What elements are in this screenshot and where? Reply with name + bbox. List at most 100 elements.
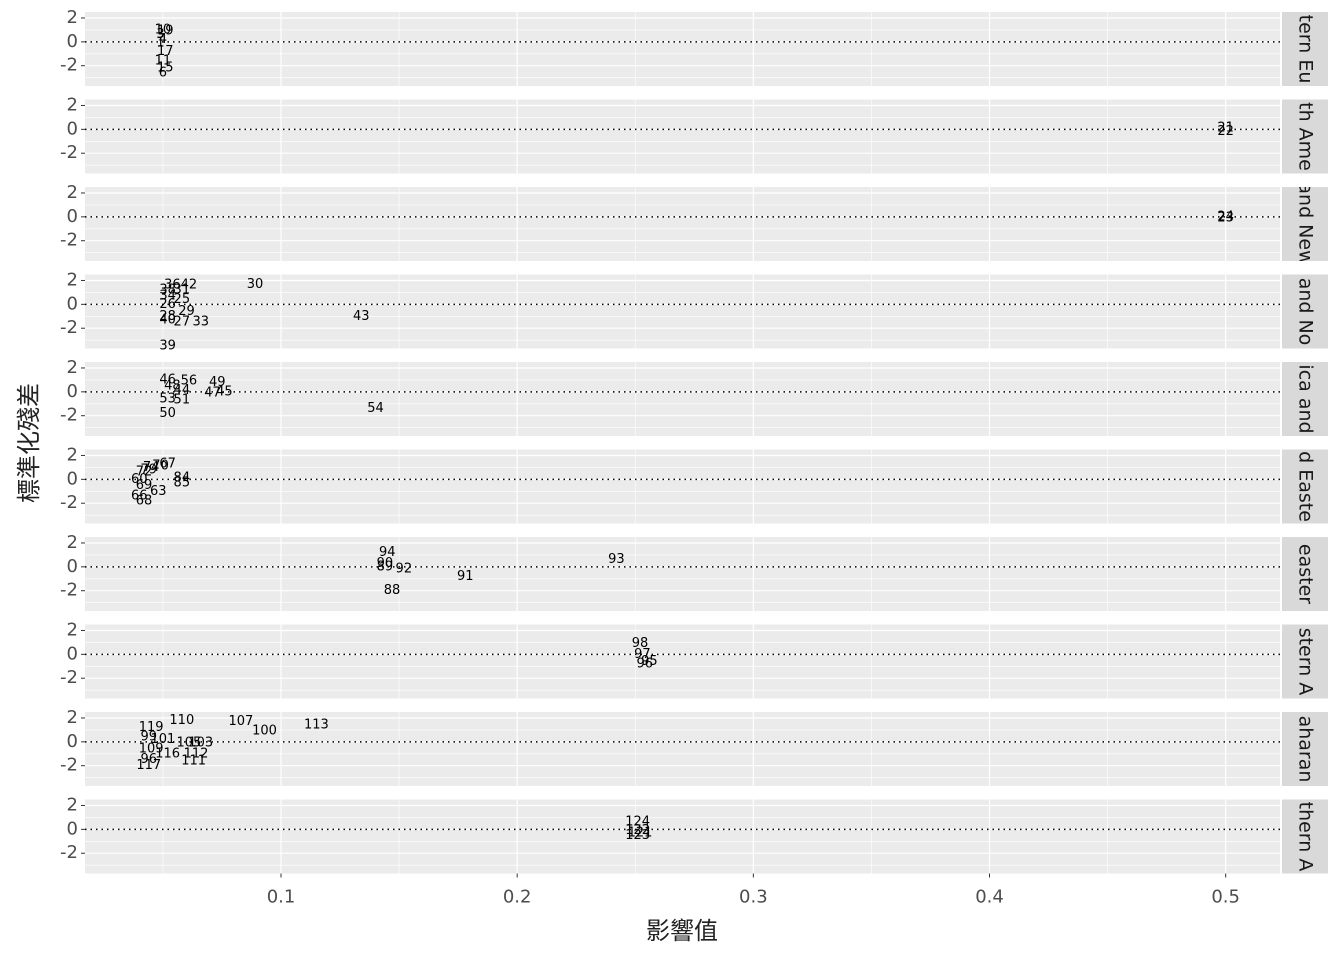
point-label: 88 xyxy=(384,583,401,598)
point-label: 42 xyxy=(181,278,198,293)
strip-group: aharan xyxy=(1295,716,1317,783)
point-label: 60 xyxy=(131,472,148,487)
y-axis-title: 標準化殘差 xyxy=(15,383,43,503)
point-label: 121 xyxy=(628,825,653,840)
strip xyxy=(1282,99,1328,174)
point-label: 68 xyxy=(136,493,153,508)
point-label: 109 xyxy=(139,742,164,757)
point-label: 24 xyxy=(1217,209,1234,224)
point-label: 123 xyxy=(625,828,650,843)
point-label: 28 xyxy=(159,309,176,324)
point-label: 124 xyxy=(625,815,650,830)
point-label: 10 xyxy=(155,22,172,37)
strip-group: th Ame xyxy=(1295,102,1317,171)
y-tick-label: 2 xyxy=(67,794,78,815)
strip-label: d Easte xyxy=(1295,451,1317,522)
point-label: 117 xyxy=(136,758,161,773)
strip-label: aharan xyxy=(1295,716,1317,783)
strip-label: and New xyxy=(1295,182,1317,265)
y-tick-label: 2 xyxy=(67,444,78,465)
point-label: 38 xyxy=(159,283,176,298)
strip-group: ica and xyxy=(1295,364,1317,433)
point-label: 107 xyxy=(228,714,253,729)
point-label: 1 xyxy=(156,36,164,51)
point-label: 40 xyxy=(159,312,176,327)
point-label: 45 xyxy=(216,384,233,399)
strip-group: tern Eu xyxy=(1295,15,1317,84)
panel-background xyxy=(85,449,1280,524)
panel-background xyxy=(85,274,1280,349)
y-tick-label: 0 xyxy=(67,556,78,577)
strip-group: thern A xyxy=(1295,802,1317,872)
strip-group: and No xyxy=(1295,278,1317,346)
y-tick-label: 2 xyxy=(67,7,78,28)
y-tick-label: -2 xyxy=(60,755,78,776)
point-label: 19 xyxy=(157,24,174,39)
point-label: 79 xyxy=(140,462,157,477)
y-tick-label: -2 xyxy=(60,580,78,601)
point-label: 98 xyxy=(632,636,649,651)
y-tick-label: 2 xyxy=(67,94,78,115)
point-label: 6 xyxy=(159,65,167,80)
x-tick-label: 0.3 xyxy=(739,887,768,908)
point-label: 63 xyxy=(150,484,167,499)
point-label: 33 xyxy=(192,315,209,330)
panel-background xyxy=(85,362,1280,436)
point-label: 36 xyxy=(164,278,181,293)
strip-group: easter xyxy=(1295,544,1317,604)
point-label: 26 xyxy=(159,297,176,312)
y-tick-label: 0 xyxy=(67,643,78,664)
point-label: 90 xyxy=(377,556,394,571)
y-tick-label: 0 xyxy=(67,118,78,139)
strip-label: th Ame xyxy=(1295,102,1317,171)
point-label: 103 xyxy=(188,736,213,751)
point-label: 15 xyxy=(157,61,174,76)
y-tick-label: 2 xyxy=(67,707,78,728)
strip xyxy=(1282,362,1328,436)
point-label: 122 xyxy=(625,823,650,838)
y-tick-label: 0 xyxy=(67,468,78,489)
strip xyxy=(1282,712,1328,786)
strip xyxy=(1282,624,1328,699)
point-label: 43 xyxy=(353,309,370,324)
point-label: 84 xyxy=(174,471,191,486)
panel-background xyxy=(85,12,1280,86)
x-axis-title: 影響值 xyxy=(646,917,718,945)
y-tick-label: -2 xyxy=(60,492,78,513)
y-tick-label: 0 xyxy=(67,31,78,52)
point-label: 69 xyxy=(136,478,153,493)
x-tick-label: 0.2 xyxy=(503,887,532,908)
panel-background xyxy=(85,537,1280,611)
panel-background xyxy=(85,712,1280,786)
point-label: 48 xyxy=(164,378,181,393)
x-tick-label: 0.1 xyxy=(267,887,296,908)
point-label: 97 xyxy=(634,647,651,662)
point-label: 27 xyxy=(174,315,191,330)
point-label: 50 xyxy=(159,406,176,421)
y-tick-label: 2 xyxy=(67,182,78,203)
point-label: 47 xyxy=(204,386,221,401)
panel-background xyxy=(85,187,1280,261)
point-label: 54 xyxy=(367,401,384,416)
y-tick-label: -2 xyxy=(60,667,78,688)
point-label: 44 xyxy=(174,383,191,398)
point-label: 46 xyxy=(159,372,176,387)
strip-group: d Easte xyxy=(1295,451,1317,522)
strip-label: thern A xyxy=(1295,802,1317,872)
y-tick-label: -2 xyxy=(60,55,78,76)
point-label: 93 xyxy=(608,552,625,567)
panel-background xyxy=(85,799,1280,874)
point-label: 70 xyxy=(152,459,169,474)
y-tick-label: -2 xyxy=(60,842,78,863)
point-label: 51 xyxy=(174,393,191,408)
strip-label: ica and xyxy=(1295,364,1317,433)
point-label: 99 xyxy=(140,730,157,745)
point-label: 66 xyxy=(131,489,148,504)
point-label: 101 xyxy=(151,732,176,747)
point-label: 100 xyxy=(252,724,277,739)
point-label: 34 xyxy=(159,288,176,303)
point-label: 111 xyxy=(181,753,206,768)
panel-background xyxy=(85,99,1280,174)
y-tick-label: 2 xyxy=(67,269,78,290)
